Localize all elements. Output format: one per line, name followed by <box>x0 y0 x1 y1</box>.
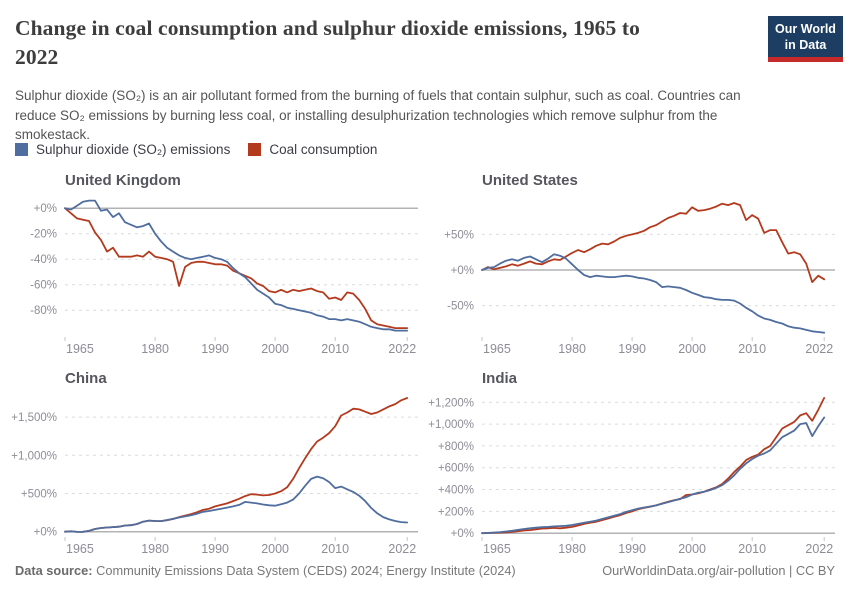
coal-legend-swatch-icon <box>248 143 262 156</box>
x-axis-tick-label: 2010 <box>738 542 766 556</box>
chart-legend: Sulphur dioxide (SO₂) emissions Coal con… <box>15 142 377 157</box>
x-axis-tick-label: 1965 <box>483 542 511 556</box>
chart-title: India <box>482 370 518 387</box>
x-axis-tick-label: 1980 <box>558 542 586 556</box>
y-axis-tick-label: +1,000% <box>11 450 57 462</box>
series-line-so2 <box>481 253 826 334</box>
series-line-so2 <box>64 199 409 332</box>
series-line-coal <box>481 397 826 535</box>
series-line-coal <box>64 207 409 330</box>
x-axis-tick-label: 2010 <box>738 342 766 356</box>
x-axis-tick-label: 2000 <box>678 342 706 356</box>
x-axis-tick-label: 1980 <box>558 342 586 356</box>
series-line-coal <box>64 397 409 533</box>
x-axis-tick-label: 2000 <box>678 542 706 556</box>
x-axis-tick-label: 1990 <box>201 542 229 556</box>
x-axis-tick-label: 2000 <box>261 342 289 356</box>
x-axis-tick-label: 1990 <box>618 342 646 356</box>
y-axis-tick-label: +1,200% <box>428 397 474 409</box>
chart-footer: Data source: Community Emissions Data Sy… <box>15 563 835 578</box>
chart-title: United Kingdom <box>65 172 181 189</box>
y-axis-tick-label: -40% <box>30 254 57 266</box>
series-line-so2 <box>481 416 826 535</box>
x-axis-tick-label: 2010 <box>321 542 349 556</box>
y-axis-tick-label: -80% <box>30 305 57 317</box>
legend-item-coal: Coal consumption <box>248 142 377 157</box>
so2-legend-swatch-icon <box>15 143 28 156</box>
y-axis-tick-label: +50% <box>444 229 474 241</box>
data-source-text: Community Emissions Data System (CEDS) 2… <box>92 563 516 578</box>
y-axis-tick-label: +1,000% <box>428 419 474 431</box>
legend-label-coal: Coal consumption <box>269 142 378 157</box>
y-axis-tick-label: +0% <box>34 203 57 215</box>
y-axis-tick-label: -60% <box>30 280 57 292</box>
y-axis-tick-label: +500% <box>21 489 57 501</box>
chart-china: +1,500% +1,000% +500% +0% 1965 1980 1990 2000 20… <box>11 370 418 556</box>
y-axis-tick-label: +1,500% <box>11 412 57 424</box>
series-line-coal <box>481 202 826 283</box>
legend-item-so2: Sulphur dioxide (SO₂) emissions <box>15 142 230 157</box>
data-source-label: Data source: <box>15 563 93 578</box>
y-axis-tick-label: +600% <box>438 463 474 475</box>
x-axis-tick-label: 1965 <box>483 342 511 356</box>
y-axis-tick-label: +800% <box>438 441 474 453</box>
x-axis-tick-label: 2022 <box>388 342 416 356</box>
data-source-note: Data source: Community Emissions Data Sy… <box>15 563 516 578</box>
y-axis-tick-label: +0% <box>451 528 474 540</box>
owid-logo[interactable]: Our World in Data <box>768 16 843 62</box>
page-title-line2: 2022 <box>15 45 59 69</box>
owid-logo-line1: Our World <box>775 22 836 36</box>
x-axis-tick-label: 1980 <box>141 342 169 356</box>
x-axis-tick-label: 2022 <box>388 542 416 556</box>
x-axis-tick-label: 2022 <box>805 342 833 356</box>
x-axis-tick-label: 2000 <box>261 542 289 556</box>
y-axis-tick-label: +400% <box>438 485 474 497</box>
y-axis-tick-label: +0% <box>451 265 474 277</box>
x-axis-tick-label: 2010 <box>321 342 349 356</box>
y-axis-tick-label: -50% <box>447 301 474 313</box>
page-title: Change in coal consumption and sulphur d… <box>15 14 760 72</box>
chart-india: +1,200% +1,000% +800% +600% +400% +200% +0% 196… <box>428 370 835 556</box>
y-axis-tick-label: +0% <box>34 527 57 539</box>
owid-footer-link[interactable]: OurWorldinData.org/air-pollution | CC BY <box>602 563 835 578</box>
legend-label-so2: Sulphur dioxide (SO₂) emissions <box>36 142 231 157</box>
chart-title: United States <box>482 172 578 189</box>
chart-united-kingdom: +0% -20% -40% -60% -80% 1965 1980 1990 2000 2010 2… <box>30 172 418 356</box>
x-axis-tick-label: 1990 <box>618 542 646 556</box>
x-axis-tick-label: 2022 <box>805 542 833 556</box>
y-axis-tick-label: -20% <box>30 229 57 241</box>
owid-logo-line2: in Data <box>784 38 827 52</box>
x-axis-tick-label: 1965 <box>66 342 94 356</box>
chart-subtitle: Sulphur dioxide (SO₂) is an air pollutan… <box>15 88 741 142</box>
series-line-so2 <box>64 475 409 533</box>
y-axis-tick-label: +200% <box>438 506 474 518</box>
page-title-line1: Change in coal consumption and sulphur d… <box>15 16 640 40</box>
chart-united-states: +50% +0% -50% 1965 1980 1990 2000 2010 2022 Unite… <box>444 172 835 356</box>
x-axis-tick-label: 1965 <box>66 542 94 556</box>
chart-title: China <box>65 370 107 387</box>
x-axis-tick-label: 1980 <box>141 542 169 556</box>
x-axis-tick-label: 1990 <box>201 342 229 356</box>
